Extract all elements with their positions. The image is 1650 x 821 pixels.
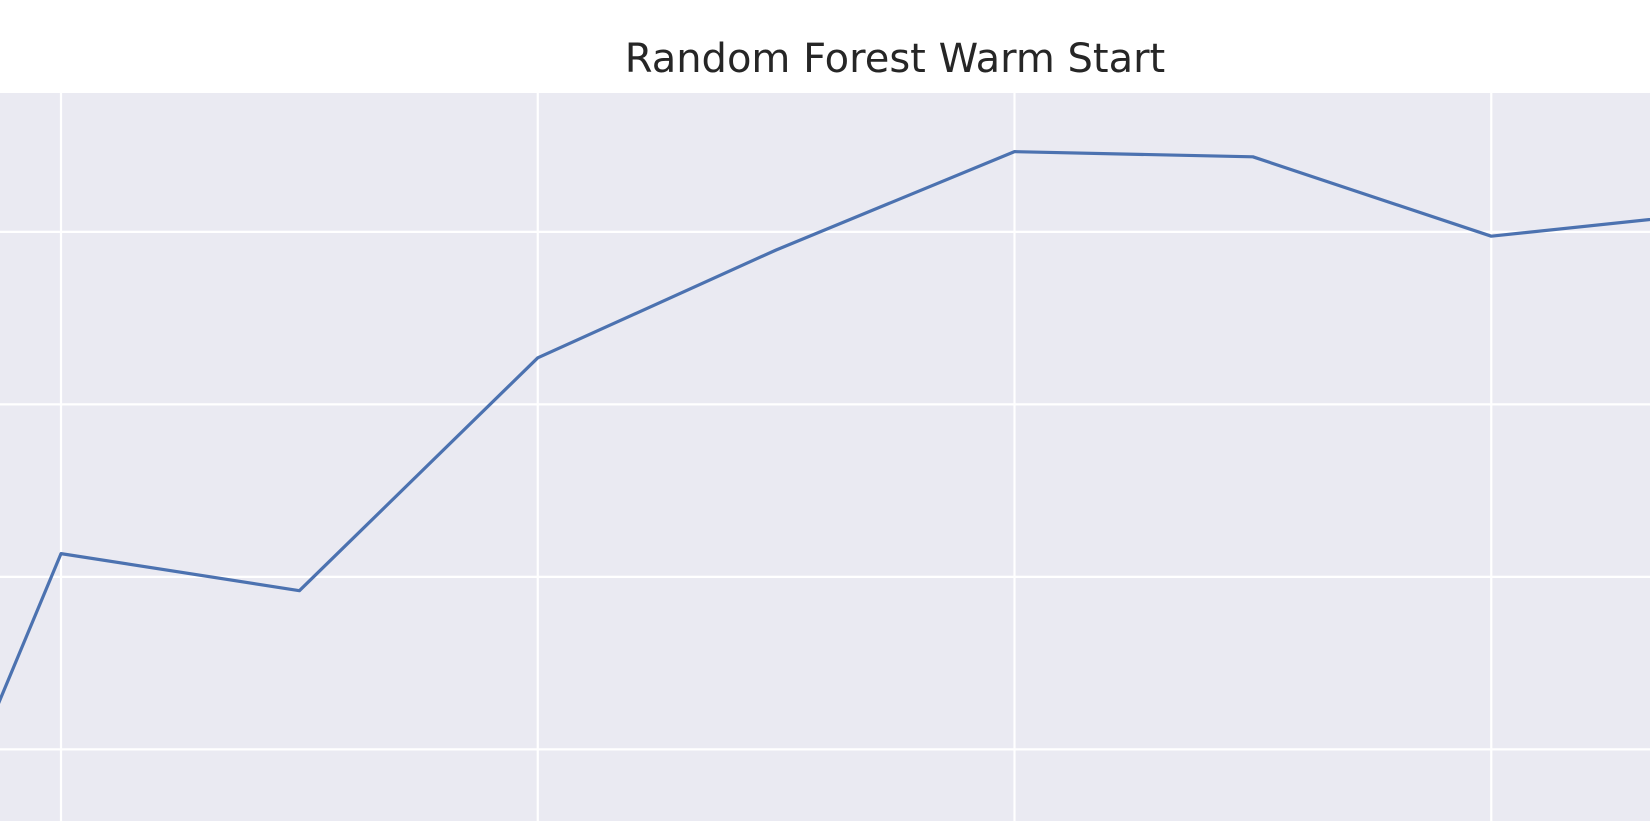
lines — [0, 150, 1650, 704]
data-line — [0, 150, 1650, 704]
grid — [0, 93, 1650, 821]
plot-area — [0, 93, 1650, 821]
chart-title: Random Forest Warm Start — [625, 36, 1165, 82]
